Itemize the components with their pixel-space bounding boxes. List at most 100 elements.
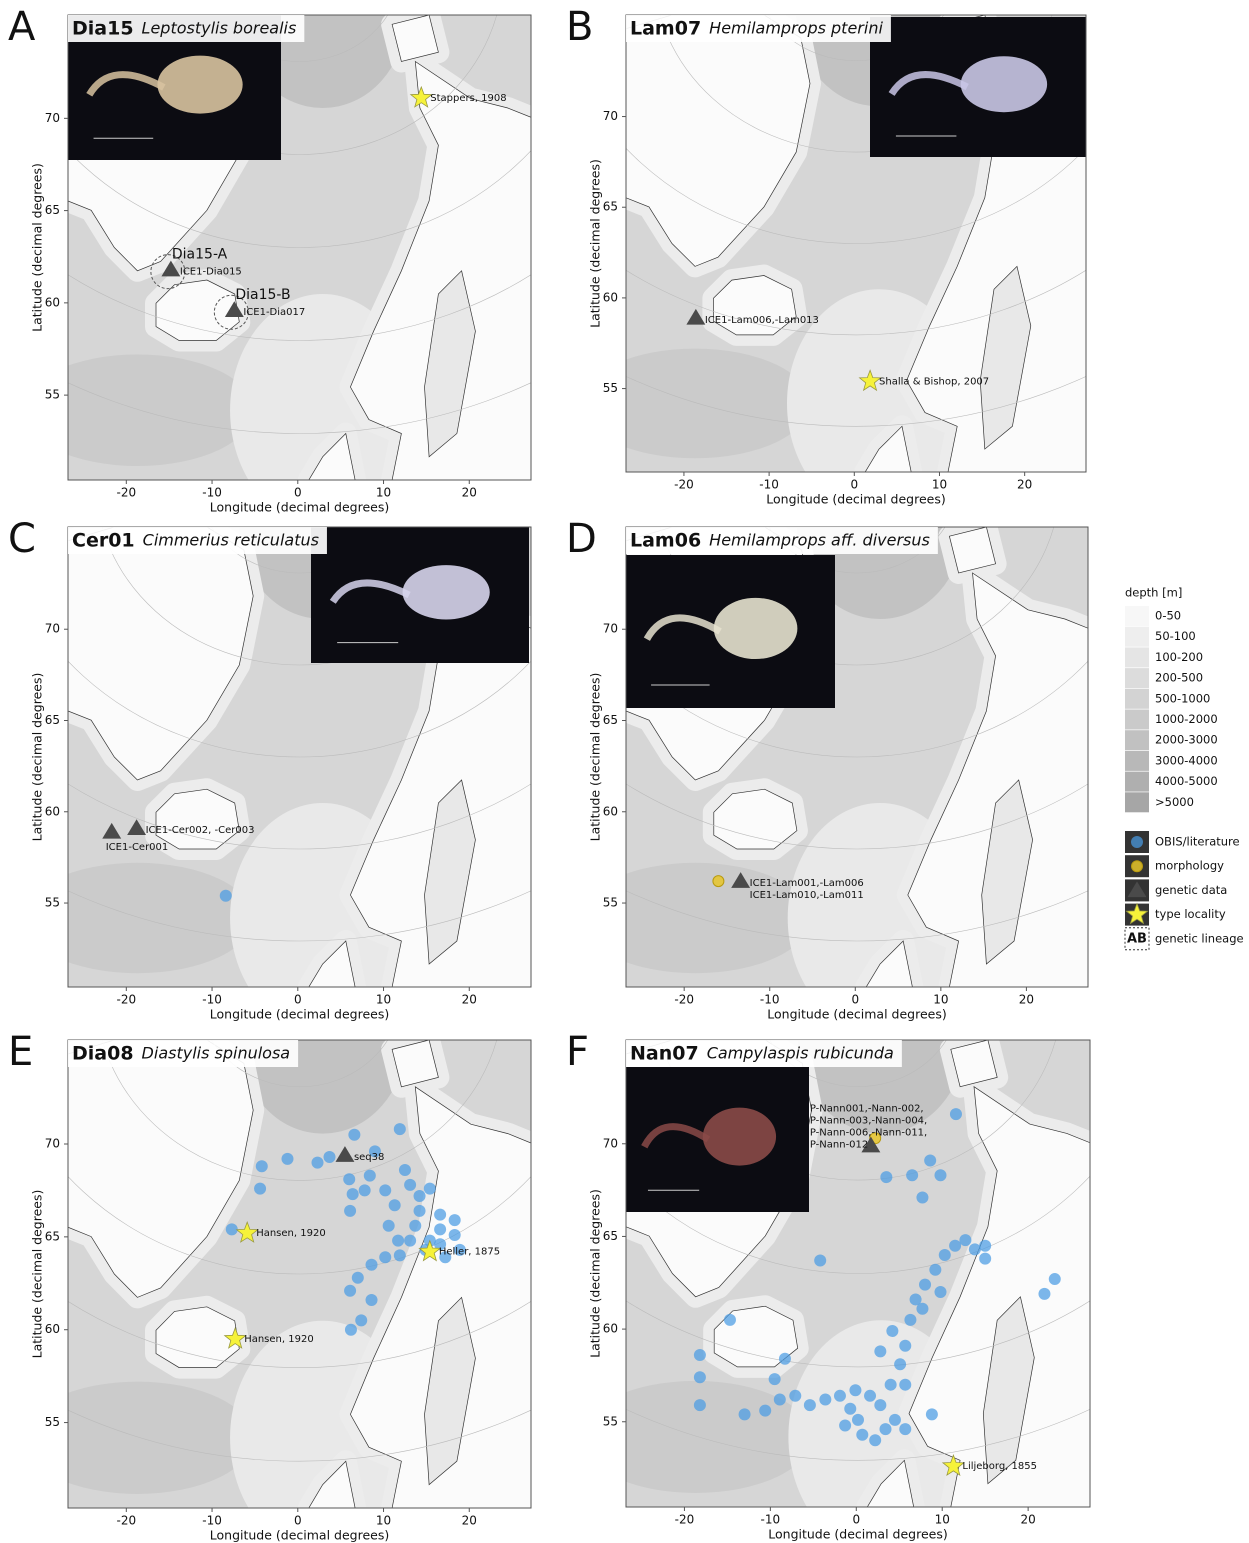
obis-point <box>885 1379 897 1391</box>
obis-point <box>352 1272 364 1284</box>
obis-point <box>449 1229 461 1241</box>
obis-point <box>414 1205 426 1217</box>
obis-point <box>769 1373 781 1385</box>
obis-point <box>355 1314 367 1326</box>
species-name: Cimmerius reticulatus <box>143 531 319 550</box>
obis-point <box>256 1160 268 1172</box>
obis-point <box>348 1129 360 1141</box>
point-label: Hansen, 1920 <box>244 1334 314 1345</box>
point-label: Stappers, 1908 <box>430 93 506 104</box>
y-tick-label: 60 <box>45 295 60 309</box>
x-tick-label: 10 <box>935 1513 950 1527</box>
obis-point <box>409 1220 421 1232</box>
x-tick-label: 20 <box>1019 993 1034 1007</box>
obis-point <box>904 1314 916 1326</box>
point-label: Liljeborg, 1855 <box>962 1461 1037 1472</box>
y-axis-label: Latitude (decimal degrees) <box>30 673 45 842</box>
obis-point <box>924 1154 936 1166</box>
legend-label: genetic data <box>1155 883 1227 897</box>
obis-point <box>934 1286 946 1298</box>
point-label: Shalla & Bishop, 2007 <box>879 376 989 387</box>
point-label: P-Nann-006,-Nann-011, <box>810 1128 927 1139</box>
panel-code: Dia08 <box>72 1043 134 1065</box>
legend-label: 100-200 <box>1155 650 1203 664</box>
y-tick-label: 60 <box>45 804 60 818</box>
obis-point <box>1131 836 1143 848</box>
y-tick-label: 70 <box>45 111 60 125</box>
obis-point <box>899 1340 911 1352</box>
point-label: P-Nann-012 <box>810 1140 868 1151</box>
legend-label: 50-100 <box>1155 629 1196 643</box>
obis-point <box>834 1390 846 1402</box>
obis-point <box>979 1253 991 1265</box>
obis-point <box>220 890 232 902</box>
specimen <box>403 565 490 619</box>
obis-point <box>839 1419 851 1431</box>
species-name: Diastylis spinulosa <box>142 1044 291 1063</box>
obis-point <box>979 1240 991 1252</box>
obis-point <box>864 1390 876 1402</box>
obis-point <box>939 1249 951 1261</box>
x-tick-label: -20 <box>674 478 694 492</box>
obis-point <box>774 1394 786 1406</box>
obis-point <box>312 1157 324 1169</box>
legend-label: OBIS/literature <box>1155 835 1240 849</box>
obis-point <box>434 1209 446 1221</box>
obis-point <box>694 1371 706 1383</box>
x-tick-label: -20 <box>116 993 136 1007</box>
legend-key: AB <box>1127 931 1147 946</box>
obis-point <box>739 1408 751 1420</box>
x-tick-label: 10 <box>376 1514 391 1528</box>
panel-code: Lam06 <box>630 530 701 552</box>
panel-letter: E <box>8 1029 33 1075</box>
y-tick-label: 65 <box>603 200 618 214</box>
point-label: ICE1-Cer001 <box>106 842 169 853</box>
y-tick-label: 60 <box>603 1322 618 1336</box>
obis-point <box>394 1123 406 1135</box>
obis-point <box>779 1353 791 1365</box>
x-tick-label: -20 <box>116 486 136 500</box>
point-label: ICE1-Lam001,-Lam006 <box>750 878 864 889</box>
y-tick-label: 65 <box>603 1229 618 1243</box>
obis-point <box>364 1170 376 1182</box>
obis-point <box>819 1394 831 1406</box>
obis-point <box>929 1264 941 1276</box>
obis-point <box>399 1164 411 1176</box>
obis-point <box>906 1169 918 1181</box>
x-tick-label: 20 <box>462 1514 477 1528</box>
y-tick-label: 70 <box>603 622 618 636</box>
deep-basin <box>580 349 810 459</box>
x-tick-label: -10 <box>202 486 222 500</box>
depth-swatch <box>1125 627 1149 647</box>
legend-label: 500-1000 <box>1155 691 1210 705</box>
depth-swatch <box>1125 792 1149 812</box>
obis-point <box>347 1188 359 1200</box>
obis-point <box>1038 1288 1050 1300</box>
x-tick-label: 0 <box>294 993 302 1007</box>
x-tick-label: 0 <box>294 486 302 500</box>
point-label: ICE1-Dia017 <box>243 307 305 318</box>
x-tick-label: 10 <box>932 478 947 492</box>
y-tick-label: 65 <box>45 713 60 727</box>
obis-point <box>849 1384 861 1396</box>
x-tick-label: -10 <box>202 993 222 1007</box>
obis-point <box>694 1399 706 1411</box>
obis-point <box>389 1199 401 1211</box>
y-tick-label: 55 <box>45 388 60 402</box>
deep-basin <box>22 354 254 466</box>
lineage-label: Dia15-B <box>235 287 290 303</box>
figure: Dia15Leptostylis borealisA-20-1001020556… <box>0 0 1249 1543</box>
obis-point <box>959 1234 971 1246</box>
point-label: P-Nann-003,-Nann-004, <box>810 1116 927 1127</box>
obis-point <box>324 1151 336 1163</box>
y-tick-label: 70 <box>603 109 618 123</box>
x-tick-label: 0 <box>851 993 859 1007</box>
legend-label: 2000-3000 <box>1155 733 1218 747</box>
obis-point <box>899 1379 911 1391</box>
panel-letter: A <box>8 4 36 50</box>
legend-label: 4000-5000 <box>1155 774 1218 788</box>
y-tick-label: 65 <box>603 713 618 727</box>
depth-swatch <box>1125 647 1149 667</box>
x-axis-label: Longitude (decimal degrees) <box>766 492 945 507</box>
obis-point <box>969 1243 981 1255</box>
